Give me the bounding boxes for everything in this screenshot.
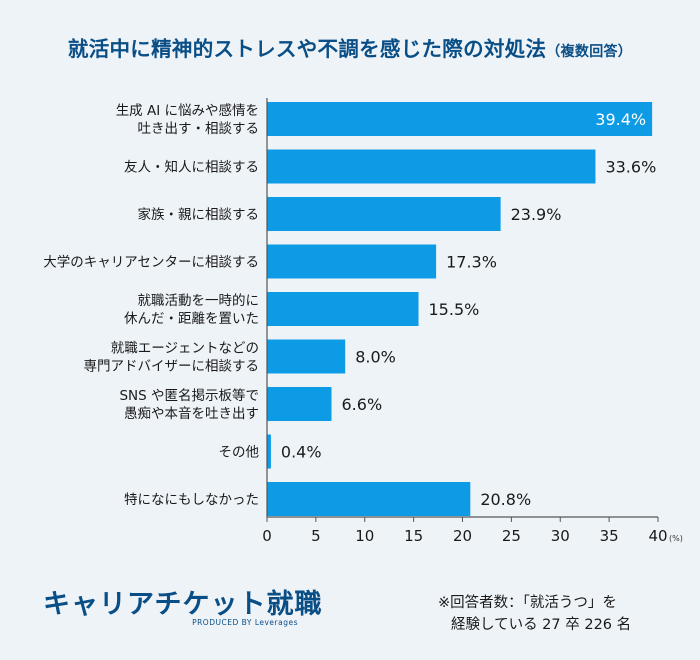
category-label-0-1: 吐き出す・相談する (138, 121, 260, 137)
category-label-8-0: 特になにもしなかった (124, 492, 259, 508)
logo-subtext: PRODUCED BY Leverages (192, 618, 298, 627)
category-label-3-0: 大学のキャリアセンターに相談する (43, 255, 259, 271)
category-label-2-0: 家族・親に相談する (138, 206, 260, 223)
value-label-1: 33.6% (605, 158, 656, 177)
category-label-5-1: 専門アドバイザーに相談する (84, 359, 260, 375)
logo-text: キャリアチケット就職 (43, 589, 323, 620)
note-line-1: ※回答者数：「就活うつ」を (438, 595, 617, 611)
value-label-7: 0.4% (281, 443, 322, 462)
respondent-note: ※回答者数：「就活うつ」を 経験している 27 卒 226 名 (438, 592, 678, 636)
bar-8 (267, 482, 471, 516)
chart-title-main: 就活中に精神的ストレスや不調を感じた際の対処法 (67, 37, 547, 61)
category-label-7-0: その他 (219, 445, 260, 461)
category-label-4-0: 就職活動を一時的に (138, 293, 260, 309)
x-tick-label-3: 15 (404, 527, 423, 545)
x-tick-label-5: 25 (502, 527, 521, 545)
value-label-6: 6.6% (342, 395, 383, 414)
chart-title: 就活中に精神的ストレスや不調を感じた際の対処法（複数回答） (0, 32, 700, 62)
category-label-4-1: 休んだ・距離を置いた (124, 311, 259, 327)
x-tick-label-4: 20 (453, 527, 472, 545)
category-label-6-0: SNS や匿名掲示板等で (119, 387, 259, 404)
x-tick-label-0: 0 (262, 527, 272, 545)
x-tick-label-7: 35 (600, 527, 619, 545)
category-label-0-0: 生成 AI に悩みや感情を (116, 102, 259, 119)
value-label-2: 23.9% (511, 205, 562, 224)
value-label-5: 8.0% (355, 348, 396, 367)
chart-title-sub: （複数回答） (546, 44, 633, 60)
bar-2 (267, 197, 501, 231)
x-tick-label-1: 5 (311, 527, 321, 545)
bar-7 (267, 434, 271, 469)
category-label-5-0: 就職エージェントなどの (111, 341, 259, 357)
brand-logo: キャリアチケット就職 PRODUCED BY Leverages (43, 582, 323, 634)
value-label-4: 15.5% (429, 300, 480, 319)
category-label-6-1: 愚痴や本音を吐き出す (124, 405, 259, 422)
x-tick-label-2: 10 (355, 527, 374, 545)
chart-area: 39.4% 生成 AI に悩みや感情を吐き出す・相談する 33.6% 友人・知人に相談… (43, 98, 683, 545)
category-label-1-0: 友人・知人に相談する (124, 159, 259, 176)
bar-1 (267, 149, 596, 184)
bar-4 (267, 292, 419, 326)
bar-3 (267, 244, 437, 279)
bar-0 (267, 102, 653, 136)
value-label-8: 20.8% (480, 490, 531, 509)
x-tick-label-6: 30 (551, 527, 570, 545)
bar-6 (267, 387, 332, 421)
x-unit-label: (%) (669, 534, 683, 543)
value-label-0: 39.4% (595, 110, 646, 129)
value-label-3: 17.3% (446, 253, 497, 272)
x-tick-label-8: 40 (648, 527, 667, 545)
note-line-2: 経験している 27 卒 226 名 (451, 617, 632, 633)
bar-5 (267, 339, 346, 374)
